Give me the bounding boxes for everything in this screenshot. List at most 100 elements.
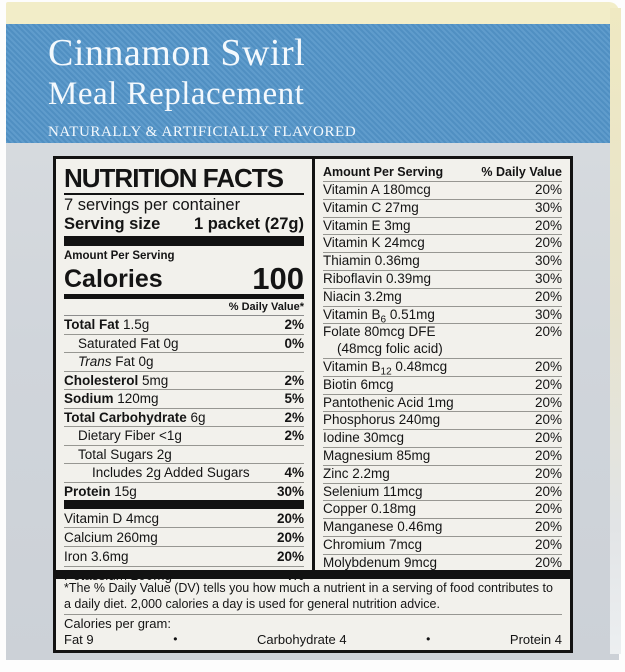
vitamin-row: Vitamin B6 0.51mg 30% bbox=[323, 307, 562, 325]
column-divider bbox=[312, 159, 315, 570]
vitamin-daily-value: 20% bbox=[534, 447, 562, 463]
cpg-carbohydrate: Carbohydrate 4 bbox=[256, 632, 347, 647]
right-column-header: Amount Per Serving % Daily Value bbox=[323, 162, 562, 182]
vitamin-name: Folate 80mcg DFE bbox=[323, 324, 436, 340]
vitamin-daily-value: 20% bbox=[534, 217, 562, 233]
vitamin-name: Phosphorus 240mg bbox=[323, 412, 441, 428]
vitamin-row: Molybdenum 9mcg 20% bbox=[323, 555, 562, 572]
serving-size-label: Serving size bbox=[64, 215, 161, 233]
vitamin-row: Chromium 7mcg 20% bbox=[323, 537, 562, 555]
vitamin-daily-value: 20% bbox=[534, 288, 562, 304]
nutrient-row: Dietary Fiber <1g 2% bbox=[64, 427, 304, 446]
product-name-line2: Meal Replacement bbox=[48, 76, 305, 112]
nutrient-row: Total Carbohydrate 6g 2% bbox=[64, 409, 304, 427]
daily-value-header: % Daily Value* bbox=[64, 299, 304, 316]
nutrient-name: Total Fat 1.5g bbox=[64, 317, 150, 333]
vitamin-name: Niacin 3.2mg bbox=[323, 288, 402, 304]
vitamin-name: Biotin 6mcg bbox=[323, 376, 394, 392]
cpg-fat: Fat 9 bbox=[64, 632, 94, 647]
mineral-daily-value: 20% bbox=[276, 510, 304, 526]
vitamin-daily-value: 20% bbox=[534, 483, 562, 499]
nutrient-name: Total Sugars 2g bbox=[78, 446, 172, 462]
vitamin-row: Vitamin K 24mcg 20% bbox=[323, 235, 562, 254]
product-banner: Cinnamon Swirl Meal Replacement NATURALL… bbox=[6, 24, 619, 143]
nutrient-daily-value: 2% bbox=[284, 428, 304, 444]
vitamin-name: Zinc 2.2mg bbox=[323, 465, 390, 481]
nutrient-row: Total Sugars 2g bbox=[64, 446, 304, 464]
nutrient-row: Saturated Fat 0g 0% bbox=[64, 335, 304, 353]
vitamin-daily-value: 20% bbox=[534, 412, 562, 428]
vitamin-row: Manganese 0.46mg 20% bbox=[323, 519, 562, 537]
nutrient-daily-value: 0% bbox=[284, 335, 304, 351]
bullet-icon: • bbox=[173, 632, 178, 646]
nutrient-name: Total Carbohydrate 6g bbox=[64, 409, 206, 425]
box-top-edge bbox=[6, 2, 619, 24]
vitamin-daily-value: 30% bbox=[534, 253, 562, 269]
nutrient-daily-value: 5% bbox=[284, 391, 304, 407]
vitamin-row: Vitamin B12 0.48mcg 20% bbox=[323, 359, 562, 377]
calories-per-gram-label: Calories per gram: bbox=[64, 616, 171, 631]
vitamin-name: Copper 0.18mg bbox=[323, 501, 417, 517]
vitamin-row: Pantothenic Acid 1mg 20% bbox=[323, 395, 562, 413]
mineral-name: Vitamin D 4mcg bbox=[64, 510, 160, 526]
vitamin-daily-value: 20% bbox=[534, 519, 562, 535]
vitamin-name: Selenium 11mcg bbox=[323, 483, 423, 499]
separator-bar bbox=[64, 500, 304, 509]
nutrient-name: Trans Fat 0g bbox=[78, 354, 154, 370]
vitamin-row: Phosphorus 240mg 20% bbox=[323, 412, 562, 431]
nutrient-name: Saturated Fat 0g bbox=[78, 335, 179, 351]
vitamin-row: Thiamin 0.36mg 30% bbox=[323, 253, 562, 271]
nutrient-row: Sodium 120mg 5% bbox=[64, 390, 304, 409]
nutrient-row: Includes 2g Added Sugars 4% bbox=[64, 464, 304, 483]
vitamin-name: Chromium 7mcg bbox=[323, 536, 423, 552]
vitamin-daily-value: 30% bbox=[534, 199, 562, 215]
separator-bar bbox=[64, 294, 304, 299]
vitamin-daily-value: 20% bbox=[534, 394, 562, 410]
nutrient-list: Total Fat 1.5g 2% Saturated Fat 0g 0% Tr… bbox=[64, 316, 304, 500]
daily-value-footnote: *The % Daily Value (DV) tells you how mu… bbox=[64, 581, 562, 615]
nutrient-name: Includes 2g Added Sugars bbox=[92, 465, 250, 481]
nutrient-daily-value: 2% bbox=[284, 317, 304, 333]
vitamin-daily-value: 30% bbox=[534, 306, 562, 322]
vitamin-daily-value: 20% bbox=[534, 554, 562, 570]
nutrient-daily-value: 2% bbox=[284, 372, 304, 388]
nutrient-daily-value: 30% bbox=[276, 483, 304, 499]
nutrient-name: Sodium 120mg bbox=[64, 391, 159, 407]
right-amount-header: Amount Per Serving bbox=[323, 165, 444, 179]
servings-per-container: 7 servings per container bbox=[64, 196, 241, 214]
vitamin-row: Vitamin A 180mcg 20% bbox=[323, 182, 562, 200]
box-right-edge bbox=[610, 8, 621, 654]
vitamin-name: Vitamin A 180mcg bbox=[323, 182, 431, 197]
vitamin-name: Molybdenum 9mcg bbox=[323, 554, 438, 570]
label-columns: NUTRITION FACTS 7 servings per container… bbox=[56, 159, 570, 583]
vitamin-name: Iodine 30mcg bbox=[323, 430, 405, 446]
vitamin-name: Pantothenic Acid 1mg bbox=[323, 394, 454, 410]
vitamin-row: Vitamin C 27mg 30% bbox=[323, 200, 562, 218]
mineral-name: Calcium 260mg bbox=[64, 529, 158, 545]
nutrient-name: Protein 15g bbox=[64, 483, 137, 499]
vitamin-row: Riboflavin 0.39mg 30% bbox=[323, 271, 562, 289]
calories-row: Calories 100 bbox=[64, 261, 304, 296]
vitamin-name: Magnesium 85mg bbox=[323, 447, 431, 463]
vitamin-daily-value: 20% bbox=[534, 324, 562, 340]
mineral-row: Vitamin D 4mcg 20% bbox=[64, 509, 304, 529]
nutrition-facts-label: NUTRITION FACTS 7 servings per container… bbox=[53, 156, 573, 653]
vitamin-row: Selenium 11mcg 20% bbox=[323, 484, 562, 502]
vitamin-daily-value: 30% bbox=[534, 270, 562, 286]
mineral-row: Calcium 260mg 20% bbox=[64, 528, 304, 548]
nutrient-row: Protein 15g 30% bbox=[64, 483, 304, 501]
separator-bar bbox=[56, 570, 570, 579]
vitamin-daily-value: 20% bbox=[534, 536, 562, 552]
vitamin-note: (48mcg folic acid) bbox=[337, 341, 443, 357]
vitamin-name: Vitamin K 24mcg bbox=[323, 235, 425, 251]
vitamin-daily-value: 20% bbox=[534, 182, 562, 197]
vitamin-name: Vitamin C 27mg bbox=[323, 199, 419, 215]
nutrient-daily-value: 4% bbox=[284, 465, 304, 481]
calories-value: 100 bbox=[252, 261, 304, 296]
vitamin-daily-value: 20% bbox=[534, 376, 562, 392]
vitamin-daily-value: 20% bbox=[534, 235, 562, 251]
vitamin-name: Vitamin B12 0.48mcg bbox=[323, 358, 448, 378]
mineral-name: Iron 3.6mg bbox=[64, 548, 129, 564]
serving-size-row: Serving size 1 packet (27g) bbox=[64, 214, 304, 234]
vitamin-row: Copper 0.18mg 20% bbox=[323, 501, 562, 520]
